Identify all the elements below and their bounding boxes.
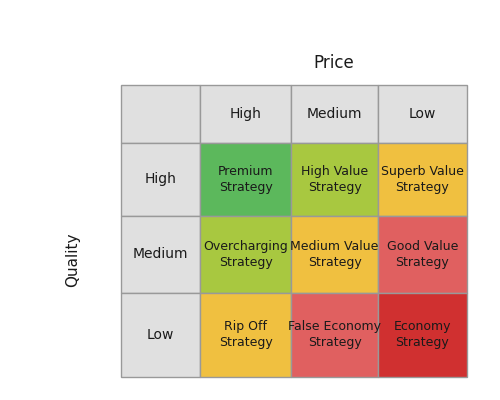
Text: High: High <box>230 107 262 121</box>
Text: Superb Value
Strategy: Superb Value Strategy <box>381 165 464 194</box>
Text: False Economy
Strategy: False Economy Strategy <box>288 320 381 349</box>
Text: Overcharging
Strategy: Overcharging Strategy <box>204 240 288 269</box>
Bar <box>378 84 467 143</box>
Text: Economy
Strategy: Economy Strategy <box>394 320 451 349</box>
Text: Good Value
Strategy: Good Value Strategy <box>386 240 458 269</box>
Bar <box>120 143 200 216</box>
Text: Medium Value
Strategy: Medium Value Strategy <box>290 240 378 269</box>
Text: Premium
Strategy: Premium Strategy <box>218 165 274 194</box>
Bar <box>120 84 200 143</box>
Text: Low: Low <box>408 107 436 121</box>
Bar <box>378 293 467 377</box>
Bar <box>200 293 291 377</box>
Bar <box>291 143 378 216</box>
Text: Medium: Medium <box>132 247 188 261</box>
Text: High: High <box>144 172 176 186</box>
Text: Low: Low <box>147 328 174 342</box>
Text: Quality: Quality <box>66 232 80 287</box>
Text: High Value
Strategy: High Value Strategy <box>301 165 368 194</box>
Bar <box>200 143 291 216</box>
Bar <box>120 293 200 377</box>
Text: Price: Price <box>314 54 354 72</box>
Bar <box>378 216 467 293</box>
Bar <box>291 84 378 143</box>
Text: Medium: Medium <box>307 107 362 121</box>
Text: Rip Off
Strategy: Rip Off Strategy <box>219 320 272 349</box>
Bar <box>200 216 291 293</box>
Bar <box>378 143 467 216</box>
Bar <box>200 84 291 143</box>
Bar <box>291 293 378 377</box>
Bar <box>120 216 200 293</box>
Bar <box>291 216 378 293</box>
